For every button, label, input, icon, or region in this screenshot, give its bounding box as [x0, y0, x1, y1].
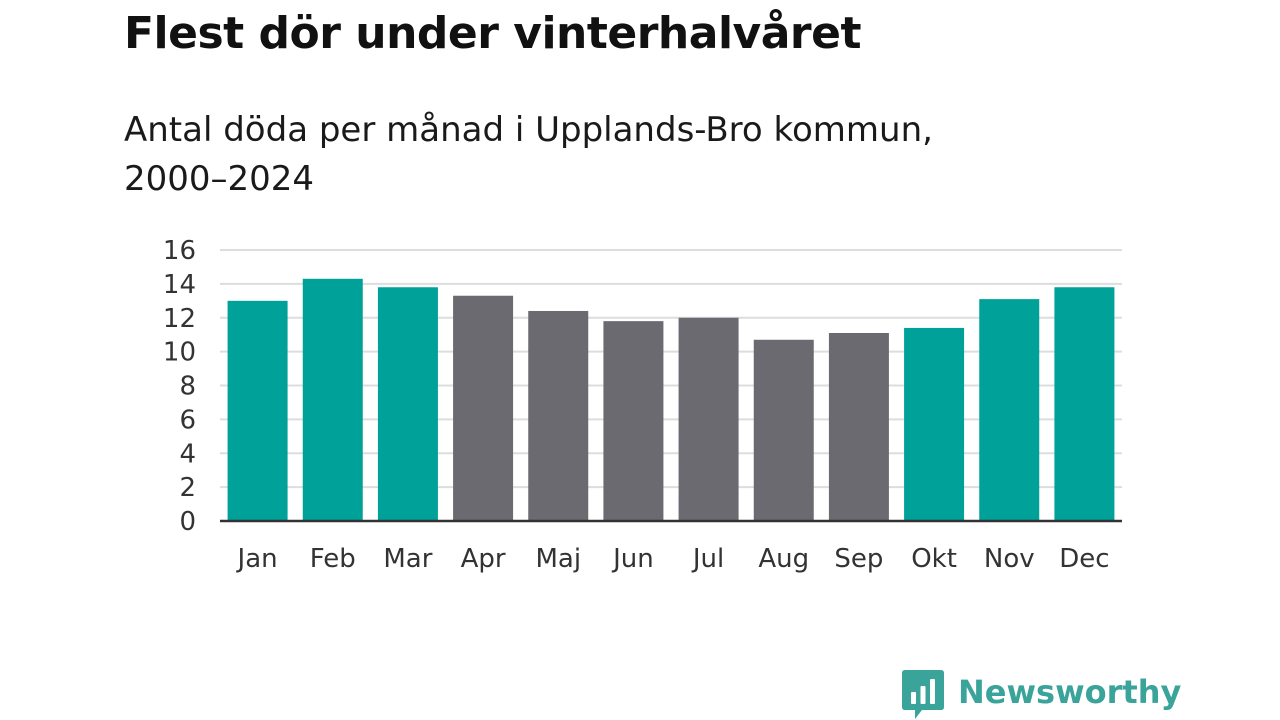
y-tick-label: 12	[163, 304, 196, 334]
bar-mar	[377, 287, 438, 521]
bar-jul	[678, 317, 739, 521]
y-axis-ticks: 0 2 4 68 10 12 14 16	[163, 236, 196, 537]
x-tick-label: Mar	[383, 544, 432, 574]
y-tick-label: 16	[163, 236, 196, 266]
bar-apr	[453, 295, 514, 521]
x-tick-label: Jan	[236, 544, 278, 574]
x-tick-label: Maj	[535, 544, 581, 574]
y-tick-label: 2	[179, 473, 196, 503]
x-tick-label: Apr	[461, 544, 506, 574]
x-tick-label: Jun	[611, 544, 654, 574]
brand-name: Newsworthy	[958, 673, 1182, 711]
bar-aug	[753, 339, 814, 521]
bar-maj	[528, 310, 589, 521]
x-tick-label: Dec	[1059, 544, 1109, 574]
bar-feb	[302, 278, 363, 521]
x-tick-label: Sep	[834, 544, 883, 574]
y-tick-label: 14	[163, 270, 196, 300]
chart-title: Flest dör under vinterhalvåret	[124, 8, 861, 59]
bar-nov	[979, 299, 1040, 521]
y-tick-label: 8	[179, 372, 196, 402]
y-tick-label: 0	[179, 507, 196, 537]
x-tick-label: Aug	[758, 544, 809, 574]
bars	[227, 278, 1115, 521]
y-tick-label: 4	[179, 439, 196, 469]
bar-jan	[227, 300, 288, 521]
y-tick-label: 10	[163, 338, 196, 368]
gridlines	[220, 249, 1122, 489]
bar-jun	[603, 321, 664, 521]
bar-sep	[828, 332, 889, 521]
x-tick-label: Feb	[310, 544, 356, 574]
x-tick-label: Nov	[984, 544, 1035, 574]
brand-logo: Newsworthy	[902, 670, 1181, 720]
chart-subtitle: Antal döda per månad i Upplands-Bro komm…	[124, 110, 933, 199]
x-tick-label: Okt	[911, 544, 957, 574]
newsworthy-logo-icon	[902, 670, 944, 719]
x-axis-labels: Jan Feb Mar Apr Maj Jun Jul Aug Sep Okt Nov Dec	[236, 544, 1110, 574]
x-tick-label: Jul	[691, 544, 724, 574]
bar-okt	[904, 327, 965, 521]
y-tick-label: 6	[179, 405, 196, 435]
bar-dec	[1054, 287, 1115, 521]
